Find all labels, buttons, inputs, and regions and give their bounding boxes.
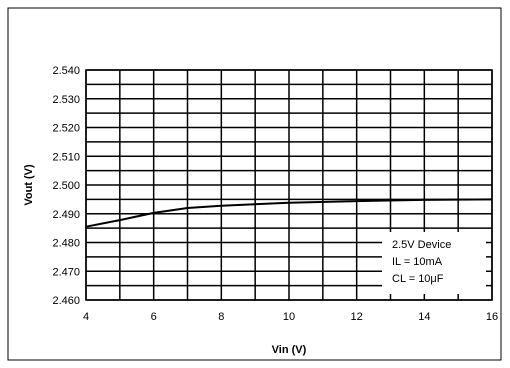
y-tick-label: 2.490 bbox=[52, 209, 80, 221]
x-tick-label: 4 bbox=[83, 311, 89, 323]
figure-frame bbox=[7, 7, 502, 361]
annotation-box: 2.5V Device IL = 10mA CL = 10μF bbox=[382, 232, 486, 294]
y-tick-label: 2.460 bbox=[52, 295, 80, 307]
y-axis-tick-labels: 2.460 2.470 2.480 2.490 2.500 2.510 2.520 2.530… bbox=[52, 65, 80, 307]
x-tick-label: 12 bbox=[351, 311, 363, 323]
x-tick-label: 6 bbox=[151, 311, 157, 323]
series-line-vout bbox=[85, 198, 493, 228]
plot-area-border bbox=[85, 69, 493, 301]
y-axis-label: Vout (V) bbox=[23, 164, 35, 206]
y-tick-label: 2.540 bbox=[52, 65, 80, 77]
x-axis-tick-labels: 4 6 8 10 12 14 16 bbox=[83, 311, 498, 323]
annotation-line-load: IL = 10mA bbox=[392, 256, 443, 268]
annotation-line-capacitance: CL = 10μF bbox=[392, 273, 444, 285]
y-tick-label: 2.500 bbox=[52, 180, 80, 192]
annotation-line-device: 2.5V Device bbox=[392, 239, 451, 251]
x-tick-label: 8 bbox=[218, 311, 224, 323]
y-tick-label: 2.470 bbox=[52, 266, 80, 278]
x-tick-label: 14 bbox=[418, 311, 430, 323]
y-tick-label: 2.480 bbox=[52, 238, 80, 250]
series-layer bbox=[85, 198, 493, 228]
y-tick-label: 2.520 bbox=[52, 123, 80, 135]
y-tick-label: 2.530 bbox=[52, 94, 80, 106]
x-tick-label: 10 bbox=[283, 311, 295, 323]
annotation-background bbox=[382, 232, 486, 294]
x-axis-label: Vin (V) bbox=[272, 344, 307, 356]
x-tick-label: 16 bbox=[486, 311, 498, 323]
y-tick-label: 2.510 bbox=[52, 151, 80, 163]
